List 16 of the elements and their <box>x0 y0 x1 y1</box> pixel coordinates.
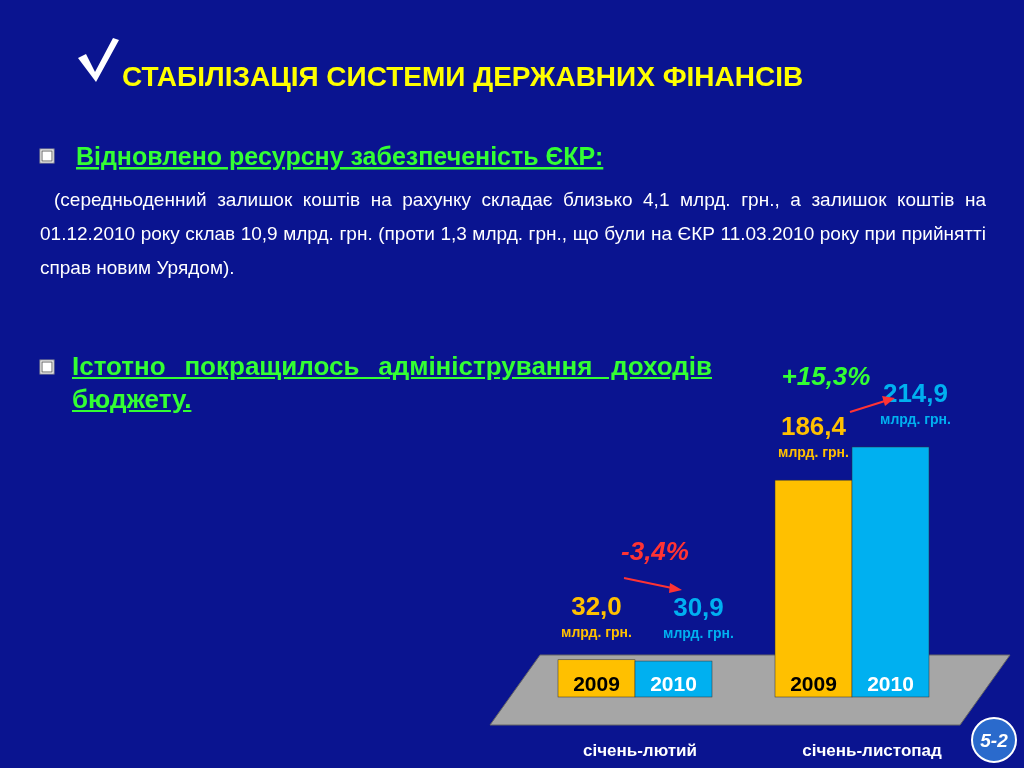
text: 2009 <box>790 672 837 695</box>
annotation: -3,4% <box>621 536 689 566</box>
data-label: 30,9 млрд. грн. <box>663 592 734 642</box>
series-label: 2009 <box>573 672 620 695</box>
data-label: 186,4 млрд. грн. <box>778 411 849 461</box>
text: 2010 <box>867 672 914 695</box>
x-tick-label: січень-лютий <box>582 741 698 760</box>
text: 5-2 <box>980 730 1009 751</box>
series-label: 2010 <box>650 672 697 695</box>
text: Відновлено ресурсну забезпеченість ЄКР: <box>76 142 604 170</box>
chart-title: СТАБІЛІЗАЦІЯ СИСТЕМИ ДЕРЖАВНИХ ФІНАНСІВ <box>122 61 804 92</box>
x-tick-label: січень-листопад <box>802 741 942 760</box>
text: +15,3% <box>781 361 871 391</box>
data-label: 32,0 млрд. грн. <box>561 590 632 640</box>
text: (середньоденний залишок коштів на рахунку складає близько 4,1 млрд. грн., а залишок коштів на 01.12.2010 року склав 10,9 млрд. грн. (проти 1,3 млрд. грн., що були на ЄКР 11.03.2010 року при прийнятті справ новим Урядом). <box>40 188 986 280</box>
text: Істотно покращилось адміністрування доходів бюджету. <box>72 350 712 416</box>
